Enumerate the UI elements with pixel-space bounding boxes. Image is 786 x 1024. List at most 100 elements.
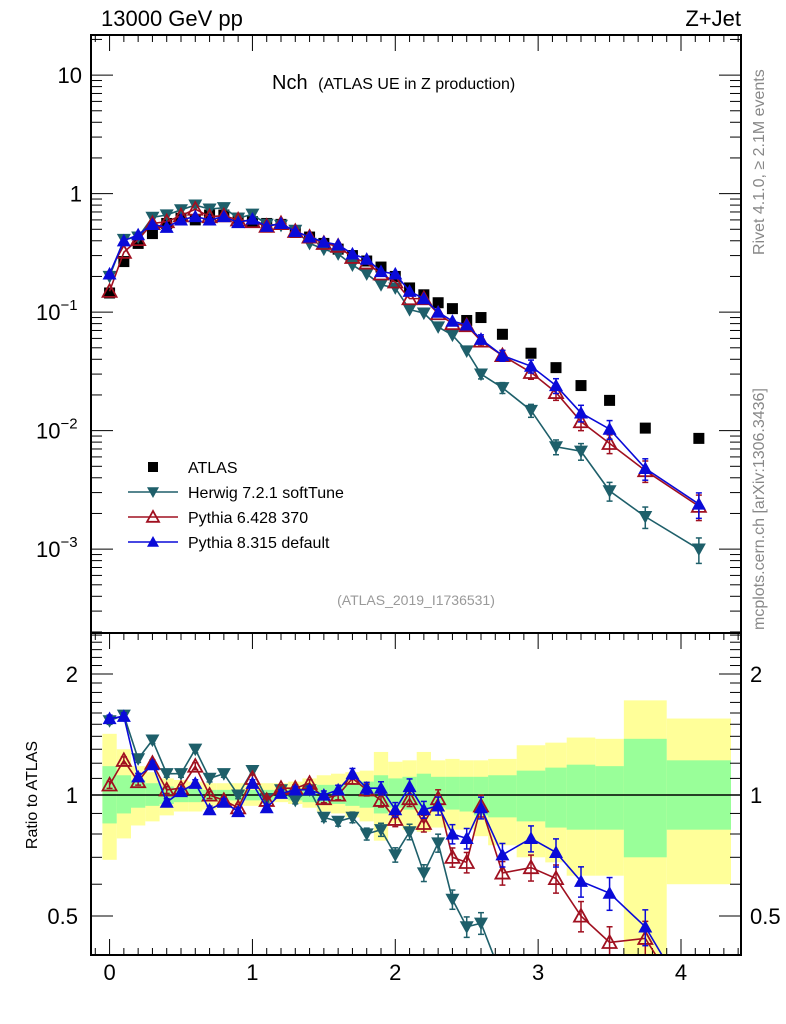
data-point-triangle-up [202, 212, 217, 226]
data-point-triangle-down [524, 404, 538, 418]
data-point-triangle-down [416, 307, 431, 321]
data-point-triangle-up [549, 845, 563, 858]
data-point-triangle-down [574, 445, 588, 459]
ratio-series-line [109, 714, 495, 955]
data-point-triangle-up [331, 237, 346, 251]
stat-uncertainty-band [545, 767, 567, 828]
data-point-triangle-open [572, 907, 590, 923]
y-tick-label: 10−3 [36, 534, 78, 562]
data-point-triangle-up [159, 795, 174, 808]
plot-title: Nch (ATLAS UE in Z production) [272, 72, 515, 94]
series-pythia-8-315-default [102, 209, 706, 520]
data-point-triangle-up [445, 826, 460, 840]
stat-uncertainty-band [488, 775, 517, 818]
data-point-triangle-up [102, 266, 117, 280]
data-point-triangle-down [202, 772, 217, 786]
x-tick-label: 1 [246, 960, 258, 985]
data-point-triangle-down [188, 743, 203, 757]
data-point-square [475, 312, 487, 324]
data-point-triangle-up [416, 802, 431, 816]
data-point-triangle-up [147, 536, 159, 547]
data-point-triangle-down [638, 511, 653, 524]
data-point-triangle-up [245, 212, 260, 225]
ratio-series-line [108, 758, 657, 955]
series-line [108, 215, 700, 505]
ratio-y-tick-label: 2 [66, 662, 78, 687]
data-point-triangle-up [259, 219, 274, 232]
x-tick-label: 2 [389, 960, 401, 985]
data-point-triangle-up [638, 461, 653, 474]
ratio-y-tick-labels: 0.5 0.5 1 1 2 2 [47, 662, 780, 929]
data-point-triangle-open [493, 864, 511, 880]
data-point-triangle-up [288, 224, 303, 237]
x-tick-label: 3 [532, 960, 544, 985]
data-point-triangle-up [359, 781, 374, 794]
ratio-y-tick-label-right: 2 [750, 662, 762, 687]
legend: ATLAS Herwig 7.2.1 softTune Pythia 6.428 3… [128, 460, 344, 552]
data-point-triangle-down [474, 917, 488, 931]
data-point-triangle-up [116, 233, 131, 247]
data-point-triangle-up [549, 378, 563, 392]
data-point-triangle-up [274, 216, 288, 230]
data-point-triangle-down [474, 368, 488, 382]
y-tick-label: 10−2 [36, 416, 78, 444]
data-point-triangle-down [131, 753, 146, 766]
plot-title-subtitle: (ATLAS UE in Z production) [318, 76, 515, 93]
data-point-triangle-up [231, 804, 246, 818]
data-point-square [146, 228, 158, 240]
ratio-series-pythia-8-315-default [102, 709, 663, 955]
data-point-triangle-open [101, 282, 119, 298]
main-axis-ticks [91, 35, 741, 633]
stat-uncertainty-band [445, 776, 460, 810]
data-point-triangle-up [495, 348, 510, 362]
data-point-square [550, 362, 562, 374]
main-y-tick-labels: 10 1 10−1 10−2 10−3 [36, 63, 82, 562]
data-point-triangle-open [386, 273, 404, 289]
y-tick-label-base: 1 [70, 182, 82, 207]
stat-uncertainty-band [459, 776, 474, 812]
x-tick-label: 4 [675, 960, 687, 985]
series-atlas [104, 209, 705, 444]
data-point-triangle-up [131, 227, 146, 241]
data-point-triangle-up [459, 831, 474, 845]
data-point-triangle-up [188, 209, 203, 223]
data-point-triangle-up [445, 314, 460, 327]
data-point-triangle-up [524, 831, 538, 845]
data-point-triangle-up [431, 305, 446, 318]
y-tick-label: 1 [70, 182, 82, 207]
ratio-y-tick-label: 1 [66, 783, 78, 808]
data-point-triangle-open [201, 786, 219, 802]
data-point-triangle-open [101, 776, 119, 792]
data-point-triangle-up [102, 711, 117, 725]
data-point-triangle-open [601, 933, 619, 949]
main-data-series [101, 199, 708, 565]
y-tick-label-exponent: −3 [60, 534, 77, 551]
ratio-plot-frame [90, 632, 742, 956]
data-point-triangle-down [174, 768, 188, 781]
data-point-square [432, 297, 444, 309]
data-point-triangle-up [359, 252, 374, 265]
ratio-y-tick-label: 0.5 [47, 904, 78, 929]
legend-label: Pythia 8.315 default [188, 535, 330, 552]
data-point-triangle-up [459, 317, 474, 331]
data-point-triangle-down [574, 1012, 588, 1024]
y-tick-label: 10 [58, 63, 82, 88]
data-point-triangle-down [374, 279, 388, 292]
y-tick-label: 10−1 [36, 297, 78, 325]
data-point-triangle-down [331, 815, 346, 829]
data-point-triangle-up [602, 886, 617, 899]
legend-label: Pythia 6.428 370 [188, 510, 308, 527]
stat-uncertainty-band [623, 738, 667, 858]
data-point-triangle-up [331, 782, 346, 796]
data-point-triangle-down [359, 828, 374, 841]
data-point-triangle-down [431, 321, 446, 334]
data-point-triangle-open [115, 243, 133, 259]
legend-item: Herwig 7.2.1 softTune [128, 485, 344, 502]
ratio-y-tick-label-right: 0.5 [750, 904, 781, 929]
header-process-label: Z+Jet [685, 6, 741, 31]
data-point-triangle-down [495, 973, 509, 986]
data-point-triangle-up [602, 422, 617, 435]
data-point-triangle-up [474, 800, 488, 814]
data-point-triangle-down [691, 543, 706, 557]
